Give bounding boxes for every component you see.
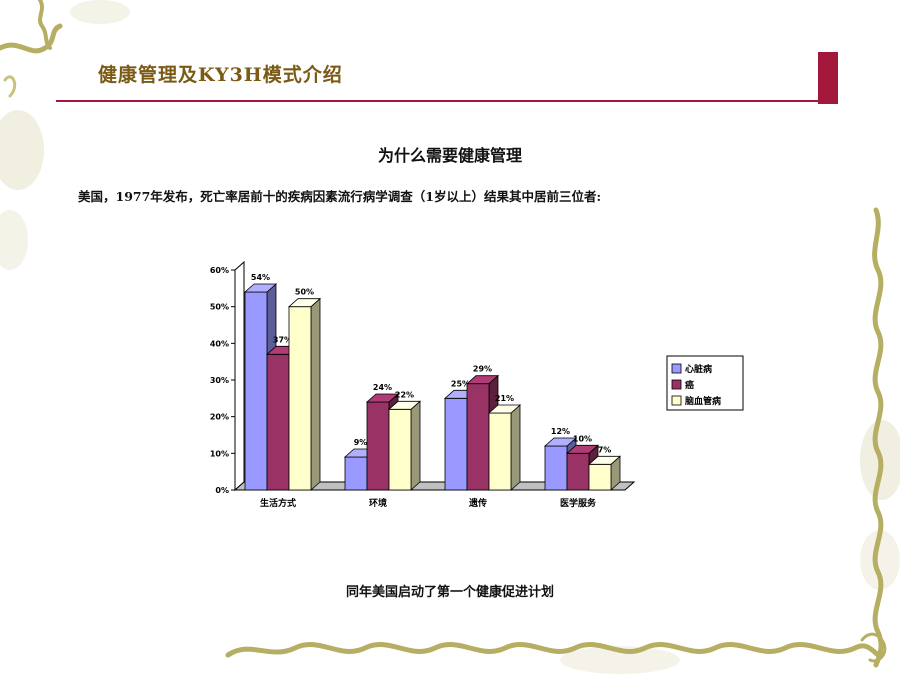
legend-label: 脑血管病 bbox=[684, 395, 721, 407]
bar bbox=[544, 445, 568, 491]
bar-chart: 0% 10% 20% 30% 40% 50% 60% 54% 37% 50% 生活方式 9% 24% 22… bbox=[195, 258, 760, 522]
bar-top bbox=[387, 400, 422, 410]
bar-top bbox=[587, 455, 622, 465]
bar-side bbox=[310, 297, 321, 491]
data-label: 37% bbox=[273, 335, 292, 344]
bar-top bbox=[487, 404, 522, 414]
data-label: 22% bbox=[395, 390, 414, 399]
bar-top bbox=[565, 444, 600, 454]
bar-top bbox=[243, 283, 278, 293]
bar-side bbox=[410, 400, 421, 491]
bar bbox=[266, 353, 290, 491]
legend-swatch bbox=[671, 363, 682, 374]
title-divider bbox=[56, 100, 826, 102]
data-label: 7% bbox=[598, 445, 612, 454]
bar-top bbox=[543, 437, 578, 447]
footer-statement: 同年美国启动了第一个健康促进计划 bbox=[345, 585, 554, 600]
bar bbox=[344, 456, 368, 491]
bar-side bbox=[510, 404, 521, 491]
x-tick-label: 环境 bbox=[369, 497, 387, 509]
data-label: 25% bbox=[451, 379, 470, 388]
y-tick-label: 40% bbox=[210, 339, 229, 348]
y-tick-label: 60% bbox=[210, 266, 229, 275]
bar bbox=[466, 383, 490, 491]
y-tick-label: 50% bbox=[210, 303, 229, 312]
bar-chart-svg: 0% 10% 20% 30% 40% 50% 60% 54% 37% 50% 生活方式 9% 24%22… bbox=[210, 260, 744, 509]
y-tick-label: 0% bbox=[215, 486, 229, 495]
data-label: 50% bbox=[295, 288, 314, 297]
data-label: 24% bbox=[373, 383, 392, 392]
y-tick-label: 20% bbox=[210, 413, 229, 422]
section-heading: 为什么需要健康管理 bbox=[377, 146, 522, 165]
bar bbox=[566, 452, 590, 491]
data-label: 9% bbox=[354, 438, 368, 447]
x-tick-label: 遗传 bbox=[468, 497, 487, 509]
y-tick-label: 30% bbox=[210, 376, 229, 385]
bar-top bbox=[365, 393, 400, 403]
data-label: 54% bbox=[251, 273, 270, 282]
body-paragraph: 美国，1977年发布，死亡率居前十的疾病因素流行病学调查（1岁以上）结果其中居前… bbox=[78, 189, 602, 204]
bar bbox=[244, 291, 268, 491]
legend-label: 癌 bbox=[685, 379, 694, 391]
bar bbox=[388, 408, 412, 491]
bar bbox=[366, 401, 390, 491]
legend-swatch bbox=[671, 379, 682, 390]
bar-top bbox=[287, 298, 322, 308]
y-tick-label: 10% bbox=[210, 449, 229, 458]
bar bbox=[288, 306, 312, 491]
legend-swatch bbox=[671, 395, 682, 406]
data-label: 29% bbox=[473, 365, 492, 374]
legend-label: 心脏病 bbox=[685, 363, 712, 375]
bar bbox=[488, 412, 512, 491]
slide-title: 健康管理及KY3H模式介绍 bbox=[98, 64, 343, 86]
bar-top bbox=[465, 375, 500, 385]
bar bbox=[444, 397, 468, 491]
chart-side-wall bbox=[234, 260, 245, 492]
data-label: 10% bbox=[573, 434, 592, 443]
data-label: 12% bbox=[551, 427, 570, 436]
accent-bar bbox=[818, 52, 838, 104]
data-label: 21% bbox=[495, 394, 514, 403]
bar bbox=[588, 463, 612, 491]
x-tick-label: 生活方式 bbox=[260, 497, 296, 509]
x-tick-label: 医学服务 bbox=[560, 497, 597, 509]
